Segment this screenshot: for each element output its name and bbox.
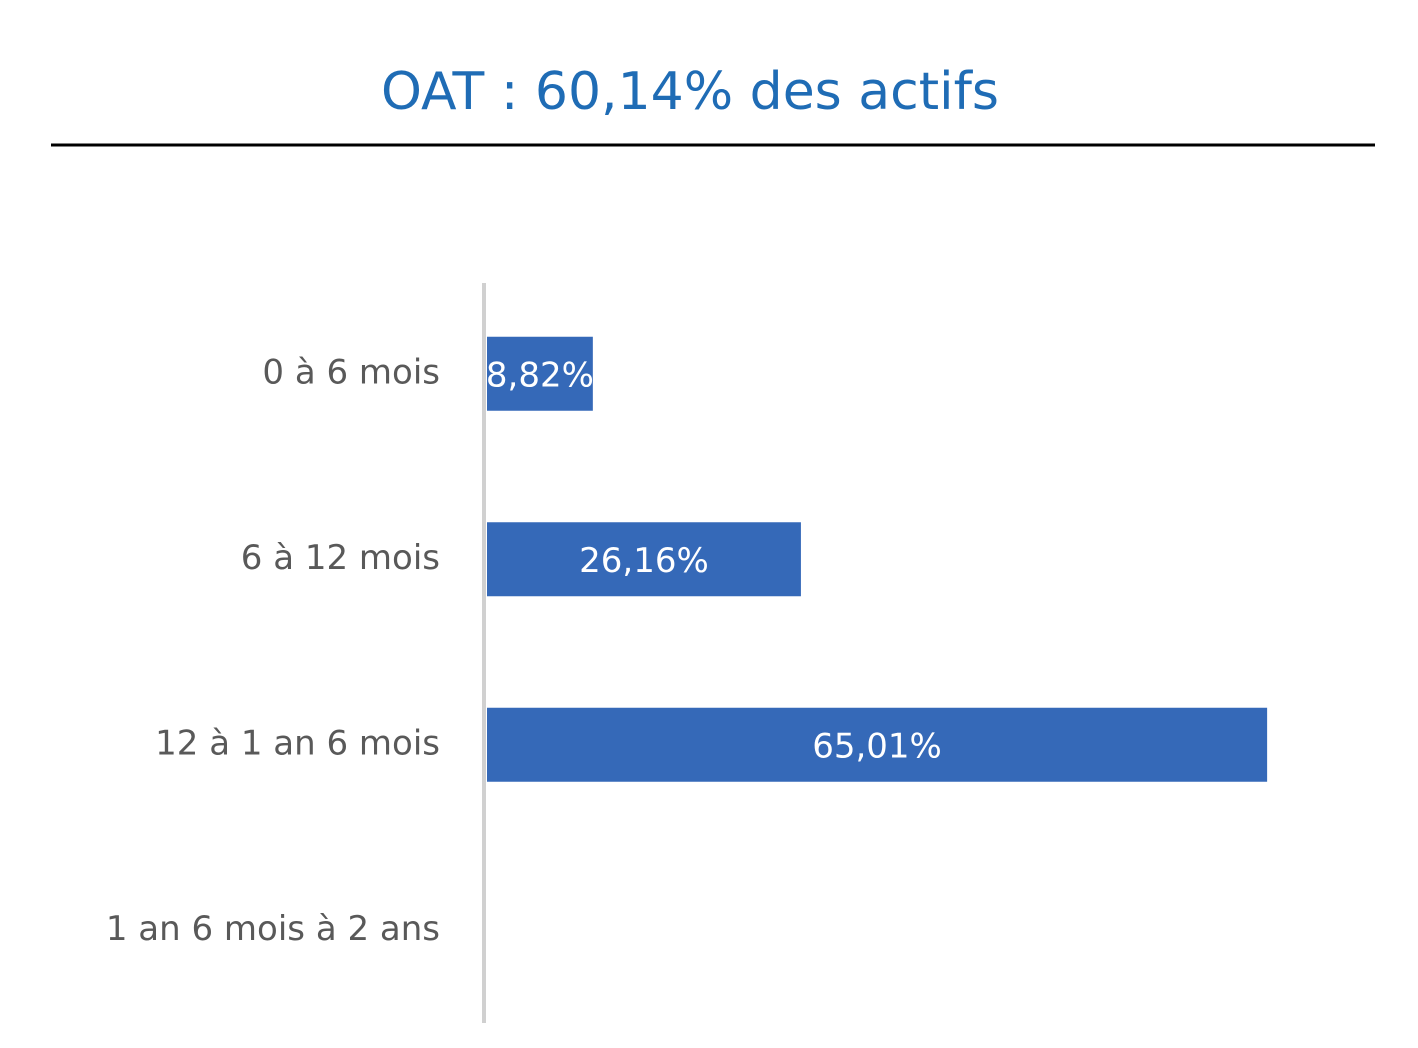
- y-tick-label: 0 à 6 mois: [262, 352, 440, 392]
- data-label: 8,82%: [486, 355, 594, 395]
- y-tick-label: 6 à 12 mois: [241, 538, 440, 578]
- bar: [487, 707, 1268, 782]
- data-label: 26,16%: [579, 541, 709, 581]
- plot-area: 8,82% 26,16% 65,01%: [486, 336, 1268, 782]
- bar: [487, 522, 801, 597]
- y-tick-label: 1 an 6 mois à 2 ans: [106, 909, 440, 949]
- bar: [487, 336, 593, 411]
- y-tick-label: 12 à 1 an 6 mois: [155, 723, 440, 763]
- chart-title: OAT : 60,14% des actifs: [381, 62, 999, 122]
- data-label: 65,01%: [812, 726, 942, 766]
